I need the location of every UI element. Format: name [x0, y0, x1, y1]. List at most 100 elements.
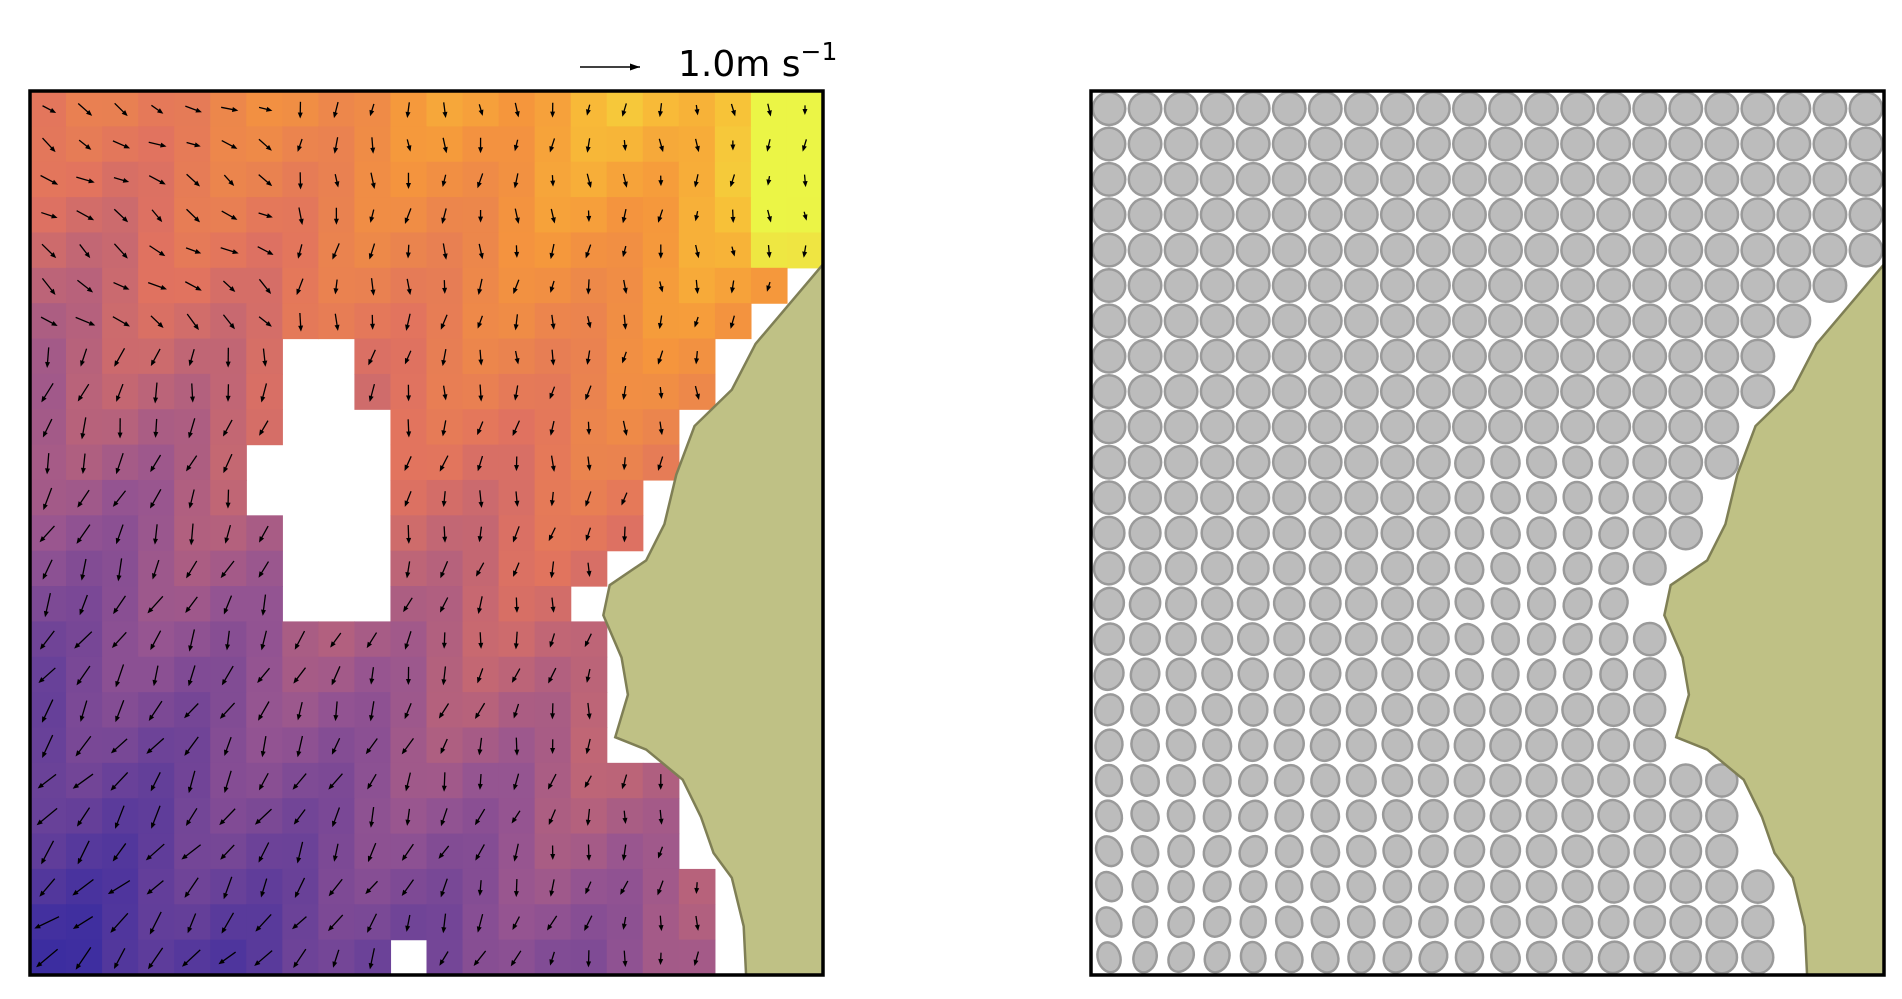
- arrow-head: [189, 539, 195, 546]
- ellipse: [1489, 692, 1522, 727]
- ellipse: [1632, 161, 1668, 197]
- ellipse: [1598, 445, 1629, 480]
- arrow-head: [586, 288, 592, 295]
- arrow-head: [88, 320, 96, 326]
- arrow-head: [258, 571, 264, 578]
- arrow-head: [114, 360, 120, 367]
- arrow-head: [622, 464, 628, 471]
- arrow-head: [193, 323, 199, 331]
- arrow-head: [45, 361, 51, 369]
- ellipse: [1705, 763, 1739, 798]
- arrow-head: [86, 286, 94, 293]
- ellipse: [1343, 409, 1379, 445]
- ellipse: [1704, 91, 1740, 127]
- ellipse: [1274, 834, 1304, 869]
- ellipse: [1596, 232, 1632, 268]
- arrow-head: [657, 888, 662, 896]
- arrow-head: [405, 571, 411, 579]
- arrow-head: [41, 716, 47, 723]
- ellipse: [1454, 622, 1485, 656]
- ellipse: [1237, 657, 1269, 692]
- ellipse: [1235, 232, 1271, 268]
- arrow-head: [49, 107, 57, 114]
- ellipse: [1705, 869, 1739, 904]
- arrow: [112, 772, 129, 789]
- ellipse: [1238, 799, 1269, 833]
- coast: [602, 260, 825, 977]
- arrow-head: [404, 712, 410, 720]
- arrow-head: [332, 855, 338, 862]
- arrow-head: [368, 395, 374, 402]
- ellipse: [1199, 267, 1235, 303]
- arrow-head: [189, 396, 195, 403]
- arrow-head: [694, 109, 700, 116]
- arrow-head: [621, 498, 627, 506]
- ellipse: [1130, 728, 1160, 762]
- ellipse: [1094, 835, 1124, 868]
- arrow: [80, 700, 88, 720]
- arrow-head: [694, 287, 700, 294]
- ellipse: [1345, 657, 1378, 692]
- arrow: [259, 842, 270, 861]
- ellipse: [1199, 374, 1235, 410]
- arrow-head: [225, 361, 231, 368]
- arrow-head: [406, 288, 412, 296]
- arrow-head: [181, 960, 189, 967]
- arrow-head: [401, 854, 408, 861]
- ellipse: [1489, 798, 1522, 833]
- arrow: [224, 770, 232, 791]
- arrow-head: [50, 252, 57, 259]
- ellipse: [1704, 232, 1740, 268]
- arrow-head: [116, 575, 122, 582]
- arrow-head: [296, 713, 302, 721]
- ellipse: [1848, 126, 1884, 162]
- ellipse: [1343, 267, 1379, 303]
- arrow-head: [370, 289, 376, 296]
- arrow-head: [512, 923, 518, 930]
- ellipse: [1490, 905, 1521, 939]
- ellipse: [1091, 126, 1127, 162]
- arrow: [41, 277, 55, 294]
- arrow-head: [330, 641, 336, 648]
- ellipse: [1776, 126, 1812, 162]
- ellipse: [1308, 515, 1343, 551]
- ellipse: [1271, 126, 1307, 162]
- ellipse: [1093, 657, 1125, 692]
- arrow-head: [257, 676, 263, 683]
- ellipse: [1633, 727, 1667, 763]
- arrow-head: [221, 927, 227, 934]
- arrow: [81, 558, 87, 578]
- arrow-head: [43, 503, 48, 511]
- ellipse: [1129, 657, 1161, 692]
- arrow: [43, 559, 53, 578]
- ellipse: [1199, 338, 1235, 374]
- ellipse: [1128, 586, 1162, 621]
- arrow-head: [260, 750, 266, 758]
- arrow-head: [160, 284, 167, 290]
- arrow: [111, 912, 129, 932]
- arrow-head: [331, 678, 337, 686]
- ellipse: [1599, 657, 1629, 692]
- arrow: [149, 700, 163, 719]
- arrow: [258, 701, 270, 719]
- arrow-head: [621, 393, 627, 401]
- arrow-head: [658, 925, 664, 932]
- arrow: [150, 911, 162, 933]
- arrow: [221, 560, 235, 577]
- ellipse: [1095, 906, 1123, 938]
- arrow-head: [477, 749, 483, 756]
- arrow-head: [150, 465, 156, 473]
- ellipse: [1668, 444, 1704, 480]
- ellipse: [1740, 126, 1776, 162]
- arrow-head: [549, 146, 555, 153]
- ellipse: [1417, 692, 1450, 727]
- ellipse: [1199, 232, 1235, 268]
- coast: [1663, 260, 1886, 977]
- ellipse: [1343, 126, 1379, 162]
- ellipse: [1632, 550, 1667, 586]
- arrow-head: [403, 605, 409, 613]
- ellipse: [1344, 551, 1379, 586]
- arrow-head: [439, 959, 445, 966]
- ellipse: [1274, 941, 1304, 974]
